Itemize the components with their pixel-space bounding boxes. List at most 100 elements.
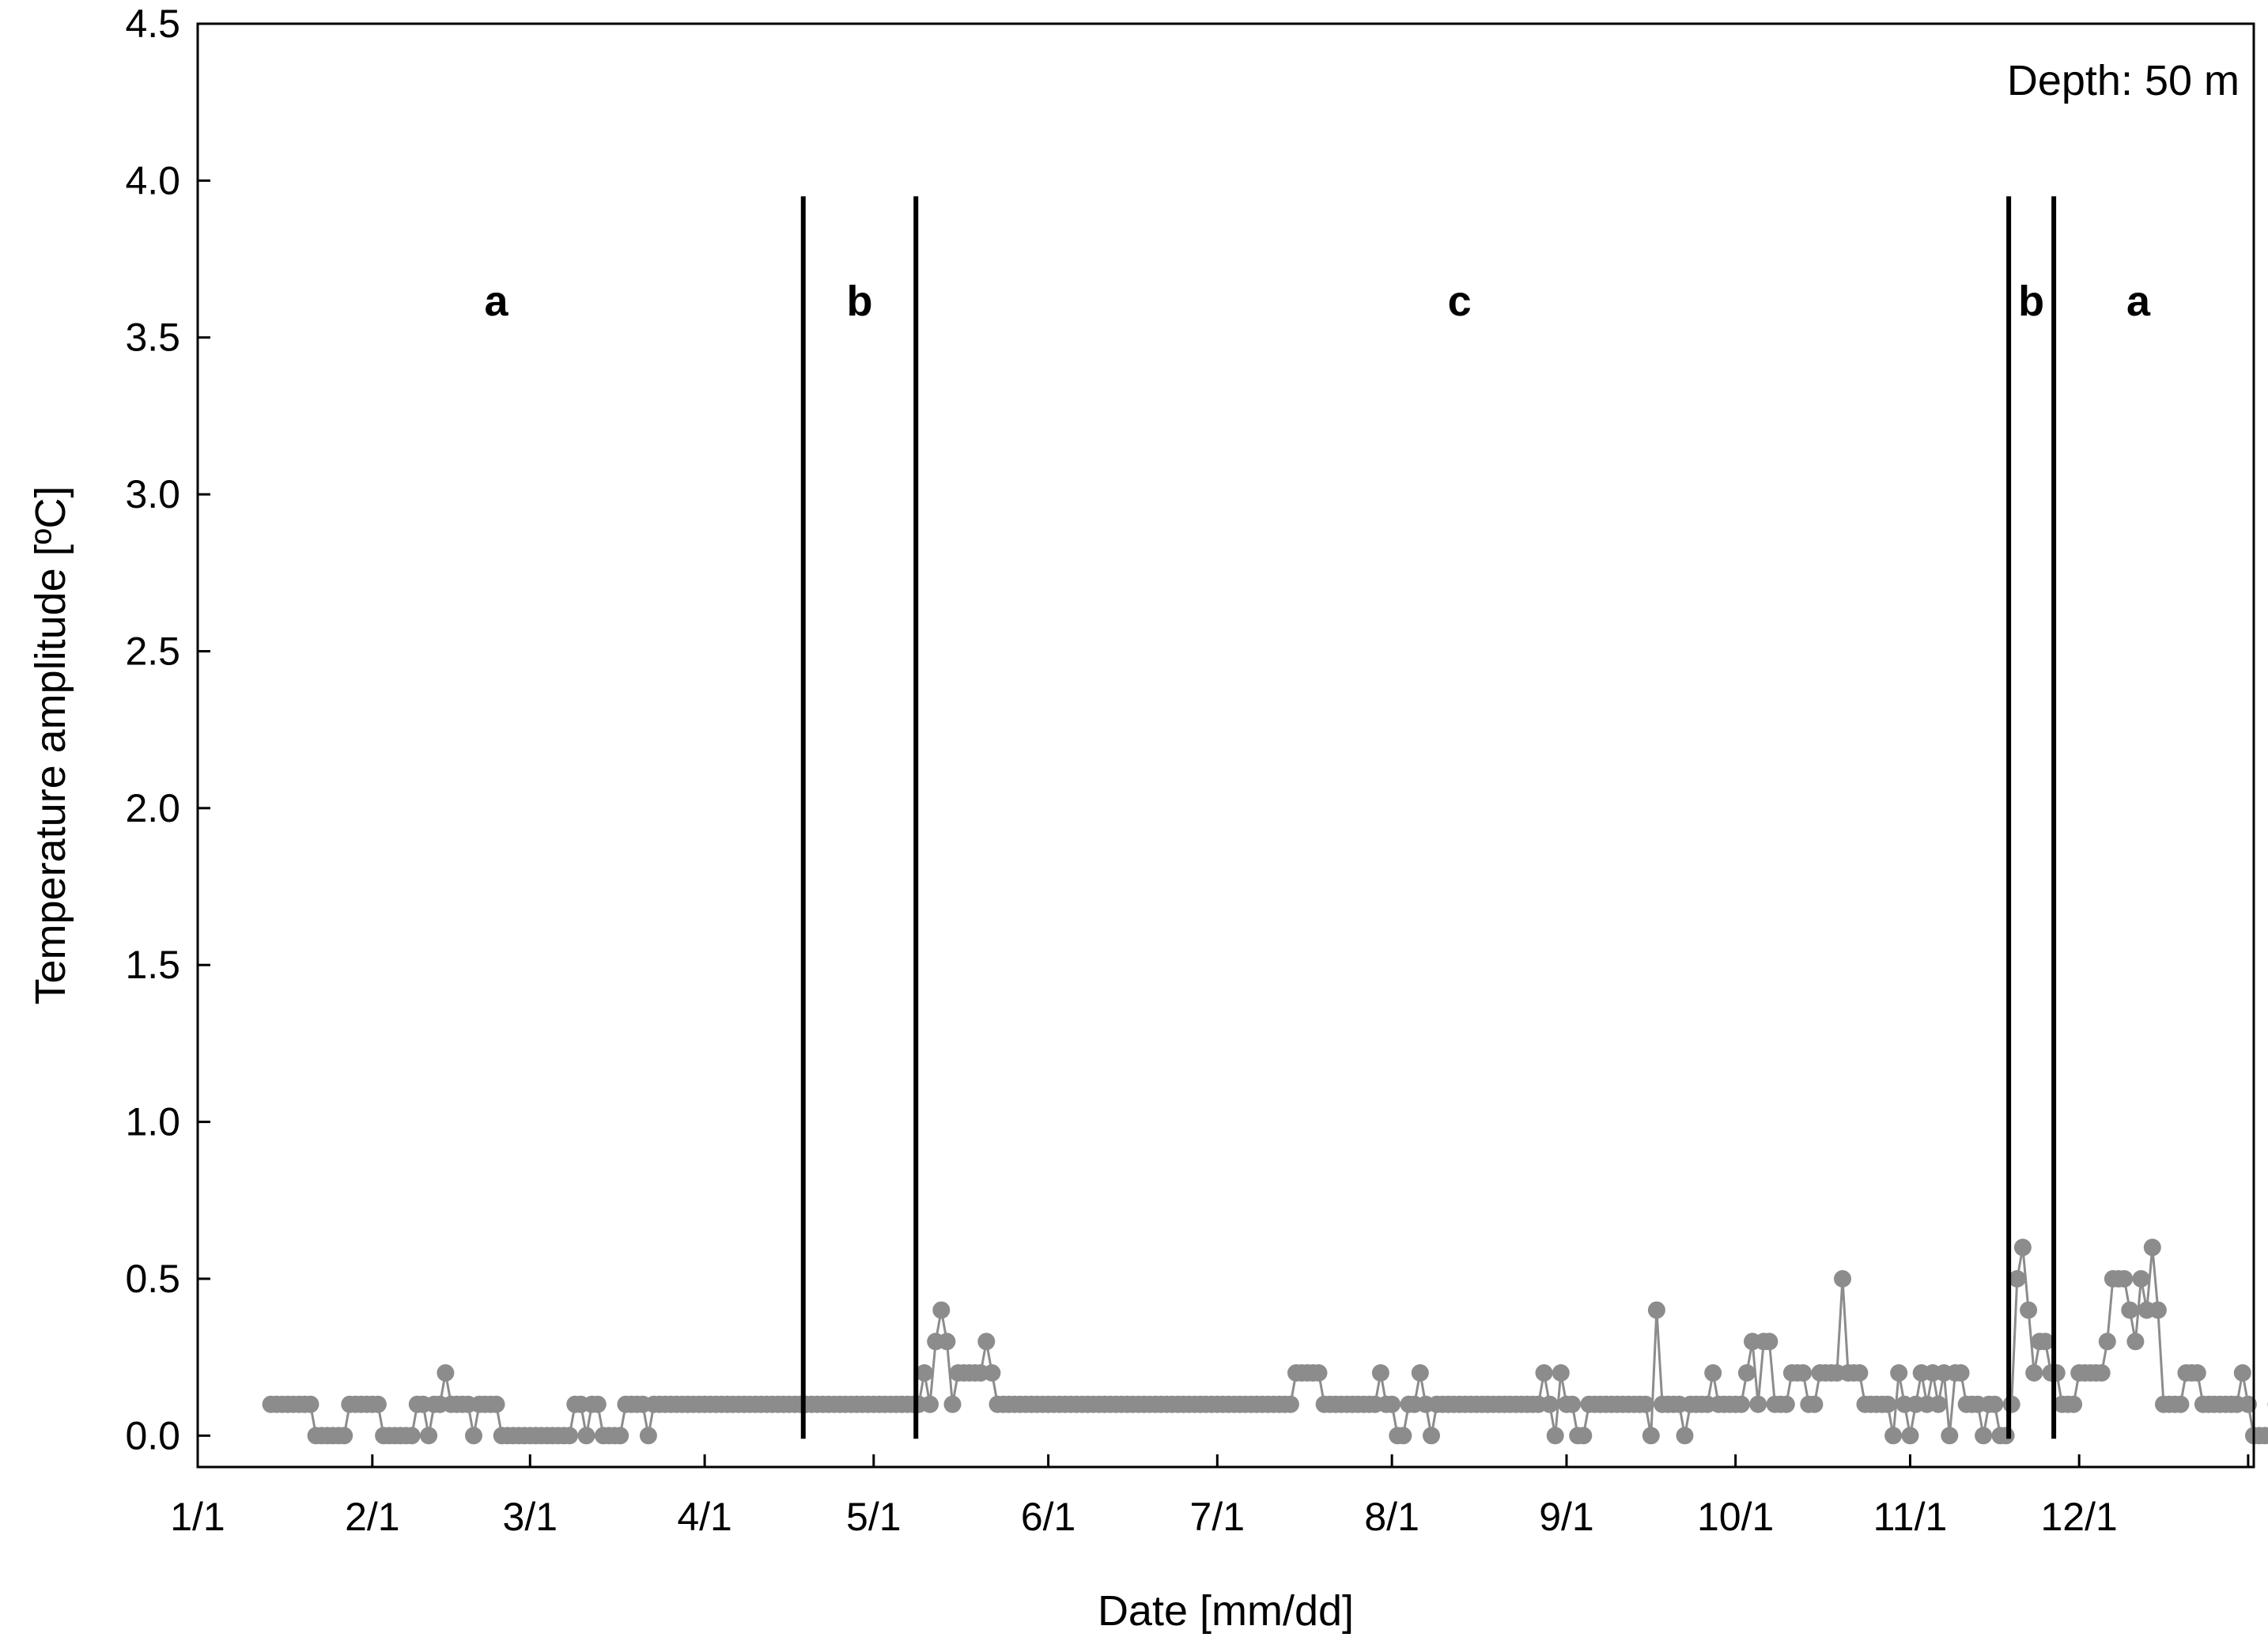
x-axis-title: Date [mm/dd] (1098, 1587, 1354, 1635)
data-point (2126, 1333, 2145, 1351)
x-tick-label: 3/1 (503, 1495, 558, 1539)
period-label: c (1448, 278, 1472, 325)
y-axis-title: Temperature amplitude [ºC] (27, 486, 74, 1004)
data-point (938, 1333, 956, 1351)
data-point (1552, 1364, 1570, 1382)
data-point (1884, 1427, 1903, 1445)
data-point (2092, 1364, 2111, 1382)
data-point (1574, 1427, 1593, 1445)
data-point (983, 1364, 1001, 1382)
data-point (2020, 1301, 2038, 1319)
data-point (2172, 1395, 2190, 1413)
data-point (1411, 1364, 1429, 1382)
data-point (932, 1301, 951, 1319)
data-point (611, 1427, 629, 1445)
y-tick-label: 0.0 (125, 1413, 180, 1458)
data-point (437, 1364, 455, 1382)
data-point (2013, 1238, 2032, 1257)
x-tick-label: 7/1 (1190, 1495, 1246, 1539)
data-point (2002, 1395, 2020, 1413)
data-point (561, 1427, 579, 1445)
period-label: b (846, 278, 872, 325)
data-point (2188, 1364, 2206, 1382)
x-tick-label: 2/1 (345, 1495, 400, 1539)
x-tick-label: 9/1 (1539, 1495, 1594, 1539)
data-series (262, 1238, 2268, 1445)
y-tick-label: 1.5 (125, 943, 180, 987)
data-point (1777, 1395, 1795, 1413)
data-point (1310, 1364, 1328, 1382)
data-point (301, 1395, 319, 1413)
data-point (1850, 1364, 1869, 1382)
data-point (1423, 1427, 1440, 1445)
data-point (1383, 1395, 1401, 1413)
data-point (369, 1395, 387, 1413)
x-tick-label: 4/1 (677, 1495, 732, 1539)
data-point (335, 1427, 353, 1445)
data-point (1371, 1364, 1389, 1382)
x-tick-label: 12/1 (2041, 1495, 2118, 1539)
y-tick-label: 2.0 (125, 786, 180, 830)
data-point (2121, 1301, 2139, 1319)
data-point (403, 1427, 421, 1445)
data-point (1394, 1427, 1412, 1445)
data-point (1834, 1270, 1851, 1287)
y-tick-label: 3.5 (125, 316, 180, 360)
data-point (1540, 1395, 1559, 1413)
data-point (2065, 1395, 2083, 1413)
data-point (1952, 1364, 1970, 1382)
data-point (1879, 1395, 1896, 1413)
y-tick-label: 3.0 (125, 472, 180, 516)
period-label: b (2018, 278, 2044, 325)
data-point (921, 1395, 939, 1413)
data-point (1737, 1364, 1756, 1382)
data-point (2008, 1270, 2026, 1287)
data-point (1975, 1427, 1993, 1445)
data-point (1732, 1395, 1750, 1413)
plot-frame (196, 22, 2255, 1469)
y-tick-label: 4.5 (125, 2, 180, 46)
data-point (2047, 1364, 2066, 1382)
data-point (1805, 1395, 1824, 1413)
data-point (1760, 1333, 1778, 1351)
data-point (1930, 1395, 1948, 1413)
data-point (1941, 1427, 1959, 1445)
data-point (977, 1333, 996, 1351)
y-tick-label: 0.5 (125, 1257, 180, 1301)
x-tick-label: 8/1 (1364, 1495, 1419, 1539)
data-point (2239, 1395, 2257, 1413)
y-tick-label: 4.0 (125, 158, 180, 202)
data-point (1794, 1364, 1813, 1382)
data-point (2025, 1364, 2043, 1382)
data-point (1890, 1364, 1908, 1382)
data-point (1281, 1395, 1299, 1413)
data-point (2036, 1333, 2054, 1351)
x-tick-label: 11/1 (1873, 1495, 1948, 1539)
y-tick-label: 2.5 (125, 629, 180, 673)
data-point (639, 1427, 657, 1445)
data-point (2143, 1238, 2161, 1257)
data-point (2233, 1364, 2251, 1382)
x-axis-ticks: 1/1 2/1 3/1 4/1 5/1 6/1 7/1 8/1 9/1 10/1 11/1 12/1 (170, 1454, 2250, 1539)
period-dividers (800, 196, 2057, 1439)
data-point (1535, 1364, 1553, 1382)
data-point (1986, 1395, 2004, 1413)
data-point (1997, 1427, 2015, 1445)
data-point (1636, 1395, 1654, 1413)
x-tick-label: 10/1 (1697, 1495, 1774, 1539)
data-point (465, 1427, 482, 1445)
depth-annotation: Depth: 50 m (2007, 57, 2240, 104)
y-axis-ticks: 0.0 0.5 1.0 1.5 2.0 2.5 3.0 3.5 4.0 4.5 (125, 2, 210, 1458)
data-point (2149, 1301, 2167, 1319)
x-tick-label: 6/1 (1021, 1495, 1076, 1539)
data-point (1546, 1427, 1564, 1445)
data-point (1563, 1395, 1582, 1413)
data-point (2132, 1270, 2150, 1287)
data-point (577, 1427, 595, 1445)
period-label: a (485, 278, 509, 325)
data-point (588, 1395, 607, 1413)
data-point (1901, 1427, 1919, 1445)
